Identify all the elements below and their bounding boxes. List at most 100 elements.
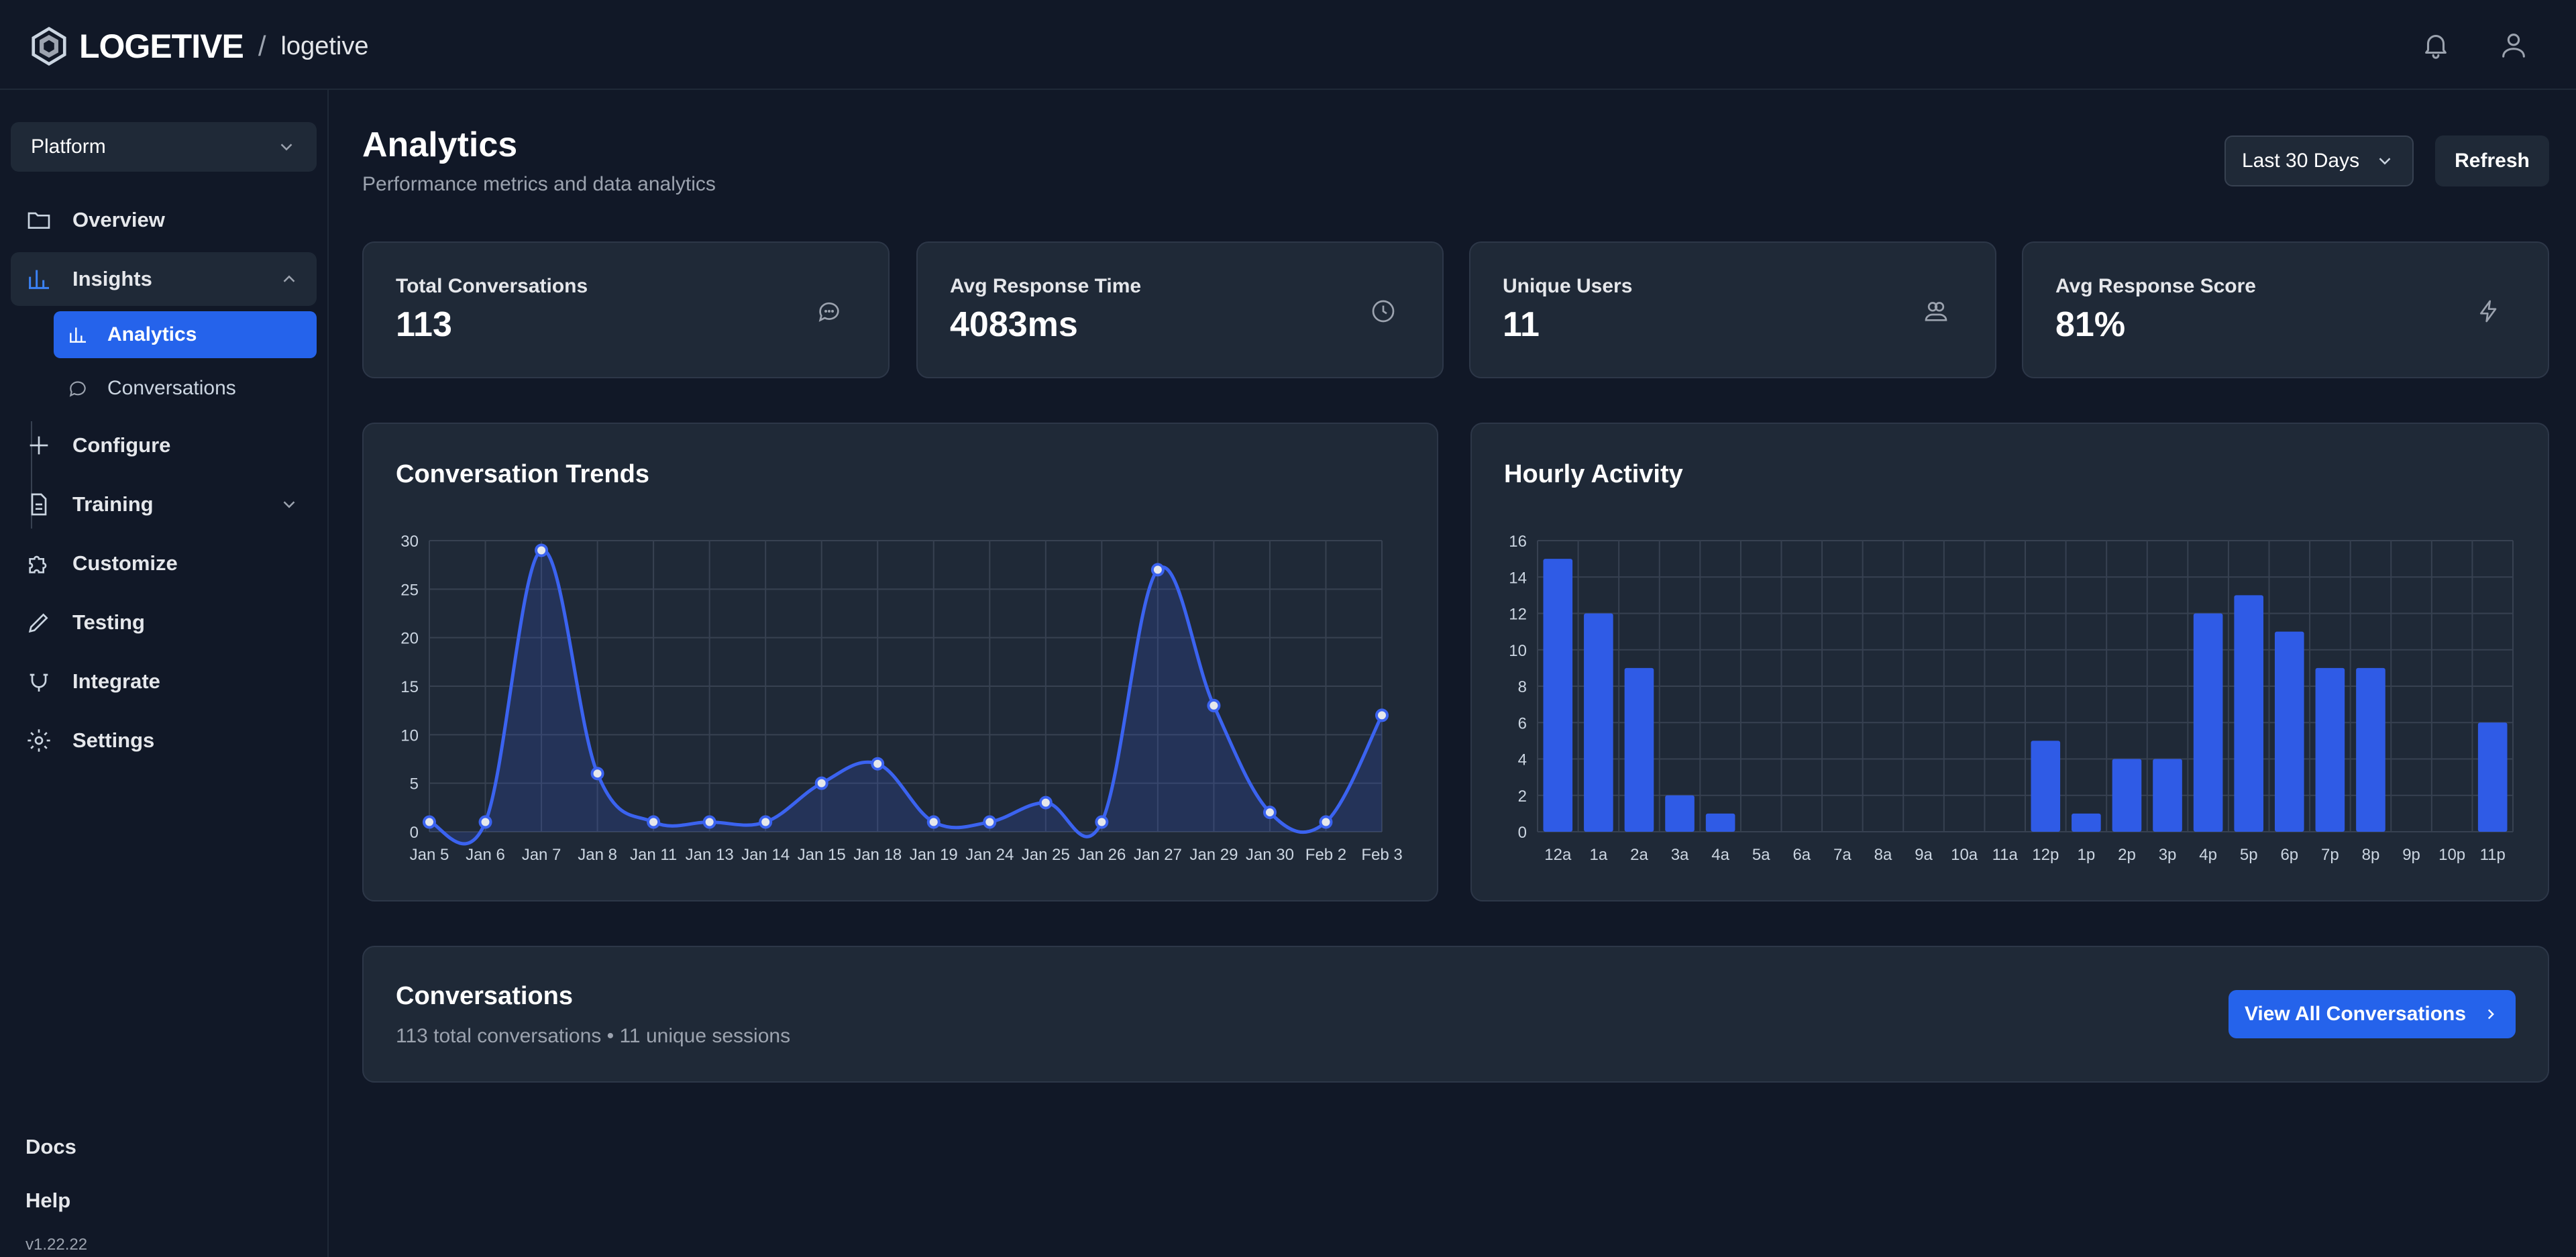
sidebar-item-overview[interactable]: Overview bbox=[11, 193, 317, 247]
data-point bbox=[1375, 708, 1389, 722]
puzzle-icon bbox=[29, 555, 47, 573]
y-tick-label: 0 bbox=[1518, 824, 1527, 842]
x-tick-label: Jan 6 bbox=[466, 846, 505, 864]
data-point bbox=[759, 815, 773, 829]
data-point bbox=[702, 815, 716, 829]
x-tick-label: 1a bbox=[1590, 846, 1608, 864]
stat-label: Total Conversations bbox=[396, 275, 588, 297]
folder-icon bbox=[28, 212, 50, 229]
sidebar: Platform Overview Insights Analytics Con… bbox=[0, 90, 329, 1257]
sidebar-item-integrate[interactable]: Integrate bbox=[11, 655, 317, 708]
bar bbox=[1624, 667, 1654, 832]
bar bbox=[2153, 759, 2182, 832]
data-point bbox=[983, 815, 997, 829]
stat-card-total-conversations: Total Conversations 113 bbox=[362, 241, 890, 378]
data-point bbox=[1263, 806, 1277, 820]
conversations-summary: 113 total conversations • 11 unique sess… bbox=[396, 1025, 791, 1047]
clock-icon bbox=[1372, 300, 1395, 323]
x-tick-label: Jan 15 bbox=[798, 846, 846, 864]
logo[interactable]: LOGETIVE / logetive bbox=[28, 25, 368, 67]
submenu-line bbox=[31, 421, 32, 529]
bar bbox=[1584, 613, 1613, 832]
x-tick-label: Jan 18 bbox=[853, 846, 902, 864]
users-icon bbox=[1925, 302, 1947, 321]
sidebar-subitem-analytics[interactable]: Analytics bbox=[54, 311, 317, 358]
sidebar-item-testing[interactable]: Testing bbox=[11, 596, 317, 649]
x-tick-label: 10a bbox=[1951, 846, 1978, 864]
x-tick-label: Jan 24 bbox=[965, 846, 1014, 864]
date-range-select[interactable]: Last 30 Days bbox=[2224, 135, 2414, 186]
lightning-icon bbox=[2480, 300, 2497, 323]
sidebar-item-label: Customize bbox=[72, 551, 178, 575]
sidebar-item-settings[interactable]: Settings bbox=[11, 714, 317, 767]
data-point bbox=[1038, 796, 1053, 810]
x-tick-label: 11a bbox=[1992, 846, 2019, 864]
chat-icon bbox=[69, 381, 86, 397]
sidebar-item-label: Testing bbox=[72, 610, 145, 634]
chart-title: Conversation Trends bbox=[396, 460, 649, 488]
conversation-trends-chart: 0 5 10 15 20 25 30 Jan 5 Jan 6 Jan 7 Jan 8 Jan 11 Ja… bbox=[400, 533, 1402, 864]
help-link[interactable]: Help bbox=[25, 1189, 71, 1212]
y-tick-label: 15 bbox=[400, 678, 419, 696]
x-tick-label: Feb 3 bbox=[1361, 846, 1402, 864]
sidebar-subitem-label: Analytics bbox=[107, 323, 197, 345]
sidebar-item-customize[interactable]: Customize bbox=[11, 537, 317, 590]
stat-label: Unique Users bbox=[1503, 275, 1633, 297]
data-point bbox=[1095, 815, 1109, 829]
x-tick-label: 5p bbox=[2240, 846, 2258, 864]
data-point bbox=[647, 815, 661, 829]
x-tick-label: Jan 14 bbox=[741, 846, 790, 864]
logo-icon bbox=[32, 26, 66, 66]
docs-link[interactable]: Docs bbox=[25, 1135, 76, 1158]
stat-label: Avg Response Time bbox=[950, 275, 1142, 297]
bar-chart-icon bbox=[70, 327, 86, 343]
y-tick-label: 25 bbox=[400, 581, 419, 599]
sidebar-item-configure[interactable]: Configure bbox=[11, 419, 317, 472]
x-tick-label: Jan 8 bbox=[578, 846, 617, 864]
y-tick-label: 20 bbox=[400, 630, 419, 648]
x-tick-label: 11p bbox=[2480, 846, 2506, 864]
stat-card-unique-users: Unique Users 11 bbox=[1469, 241, 1996, 378]
stat-value: 4083ms bbox=[950, 305, 1078, 344]
sidebar-item-insights[interactable]: Insights bbox=[11, 252, 317, 306]
bar bbox=[2274, 631, 2304, 832]
org-name[interactable]: logetive bbox=[280, 32, 369, 60]
bell-icon[interactable] bbox=[2420, 30, 2451, 60]
version-label: v1.22.22 bbox=[25, 1236, 88, 1254]
bar bbox=[2356, 667, 2385, 832]
date-range-value: Last 30 Days bbox=[2242, 150, 2360, 172]
x-tick-label: 10p bbox=[2438, 846, 2465, 864]
view-all-label: View All Conversations bbox=[2244, 1003, 2467, 1025]
bar bbox=[2031, 741, 2061, 832]
plug-icon bbox=[30, 673, 48, 692]
x-tick-label: 3p bbox=[2159, 846, 2177, 864]
view-all-conversations-button[interactable]: View All Conversations bbox=[2229, 990, 2516, 1038]
x-tick-label: Jan 11 bbox=[630, 846, 677, 864]
x-tick-label: Jan 19 bbox=[910, 846, 958, 864]
user-icon[interactable] bbox=[2498, 30, 2529, 60]
x-tick-label: 8a bbox=[1874, 846, 1892, 864]
y-tick-label: 10 bbox=[1509, 642, 1527, 660]
top-bar: LOGETIVE / logetive bbox=[0, 0, 2576, 90]
sidebar-item-label: Integrate bbox=[72, 669, 160, 693]
chevron-down-icon bbox=[283, 501, 295, 508]
platform-label: Platform bbox=[31, 135, 106, 158]
bar bbox=[2072, 813, 2101, 832]
y-tick-label: 16 bbox=[1509, 533, 1527, 551]
x-tick-label: 8p bbox=[2362, 846, 2380, 864]
sidebar-item-label: Overview bbox=[72, 208, 165, 231]
y-tick-label: 6 bbox=[1518, 714, 1527, 732]
x-tick-label: 4a bbox=[1711, 846, 1729, 864]
sidebar-item-training[interactable]: Training bbox=[11, 478, 317, 531]
sidebar-item-label: Insights bbox=[72, 267, 152, 290]
sidebar-subitem-label: Conversations bbox=[107, 377, 236, 399]
y-tick-label: 5 bbox=[410, 775, 419, 794]
platform-selector[interactable]: Platform bbox=[11, 122, 317, 172]
bar bbox=[2112, 759, 2142, 832]
x-tick-label: 9p bbox=[2402, 846, 2420, 864]
x-tick-label: 12p bbox=[2032, 846, 2059, 864]
sidebar-subitem-conversations[interactable]: Conversations bbox=[54, 365, 317, 412]
bar bbox=[1665, 795, 1695, 832]
hourly-activity-card: Hourly Activity 0 2 4 6 8 10 12 14 16 12a 1a 2a 3a 4a… bbox=[1470, 423, 2549, 901]
refresh-button[interactable]: Refresh bbox=[2435, 135, 2549, 186]
